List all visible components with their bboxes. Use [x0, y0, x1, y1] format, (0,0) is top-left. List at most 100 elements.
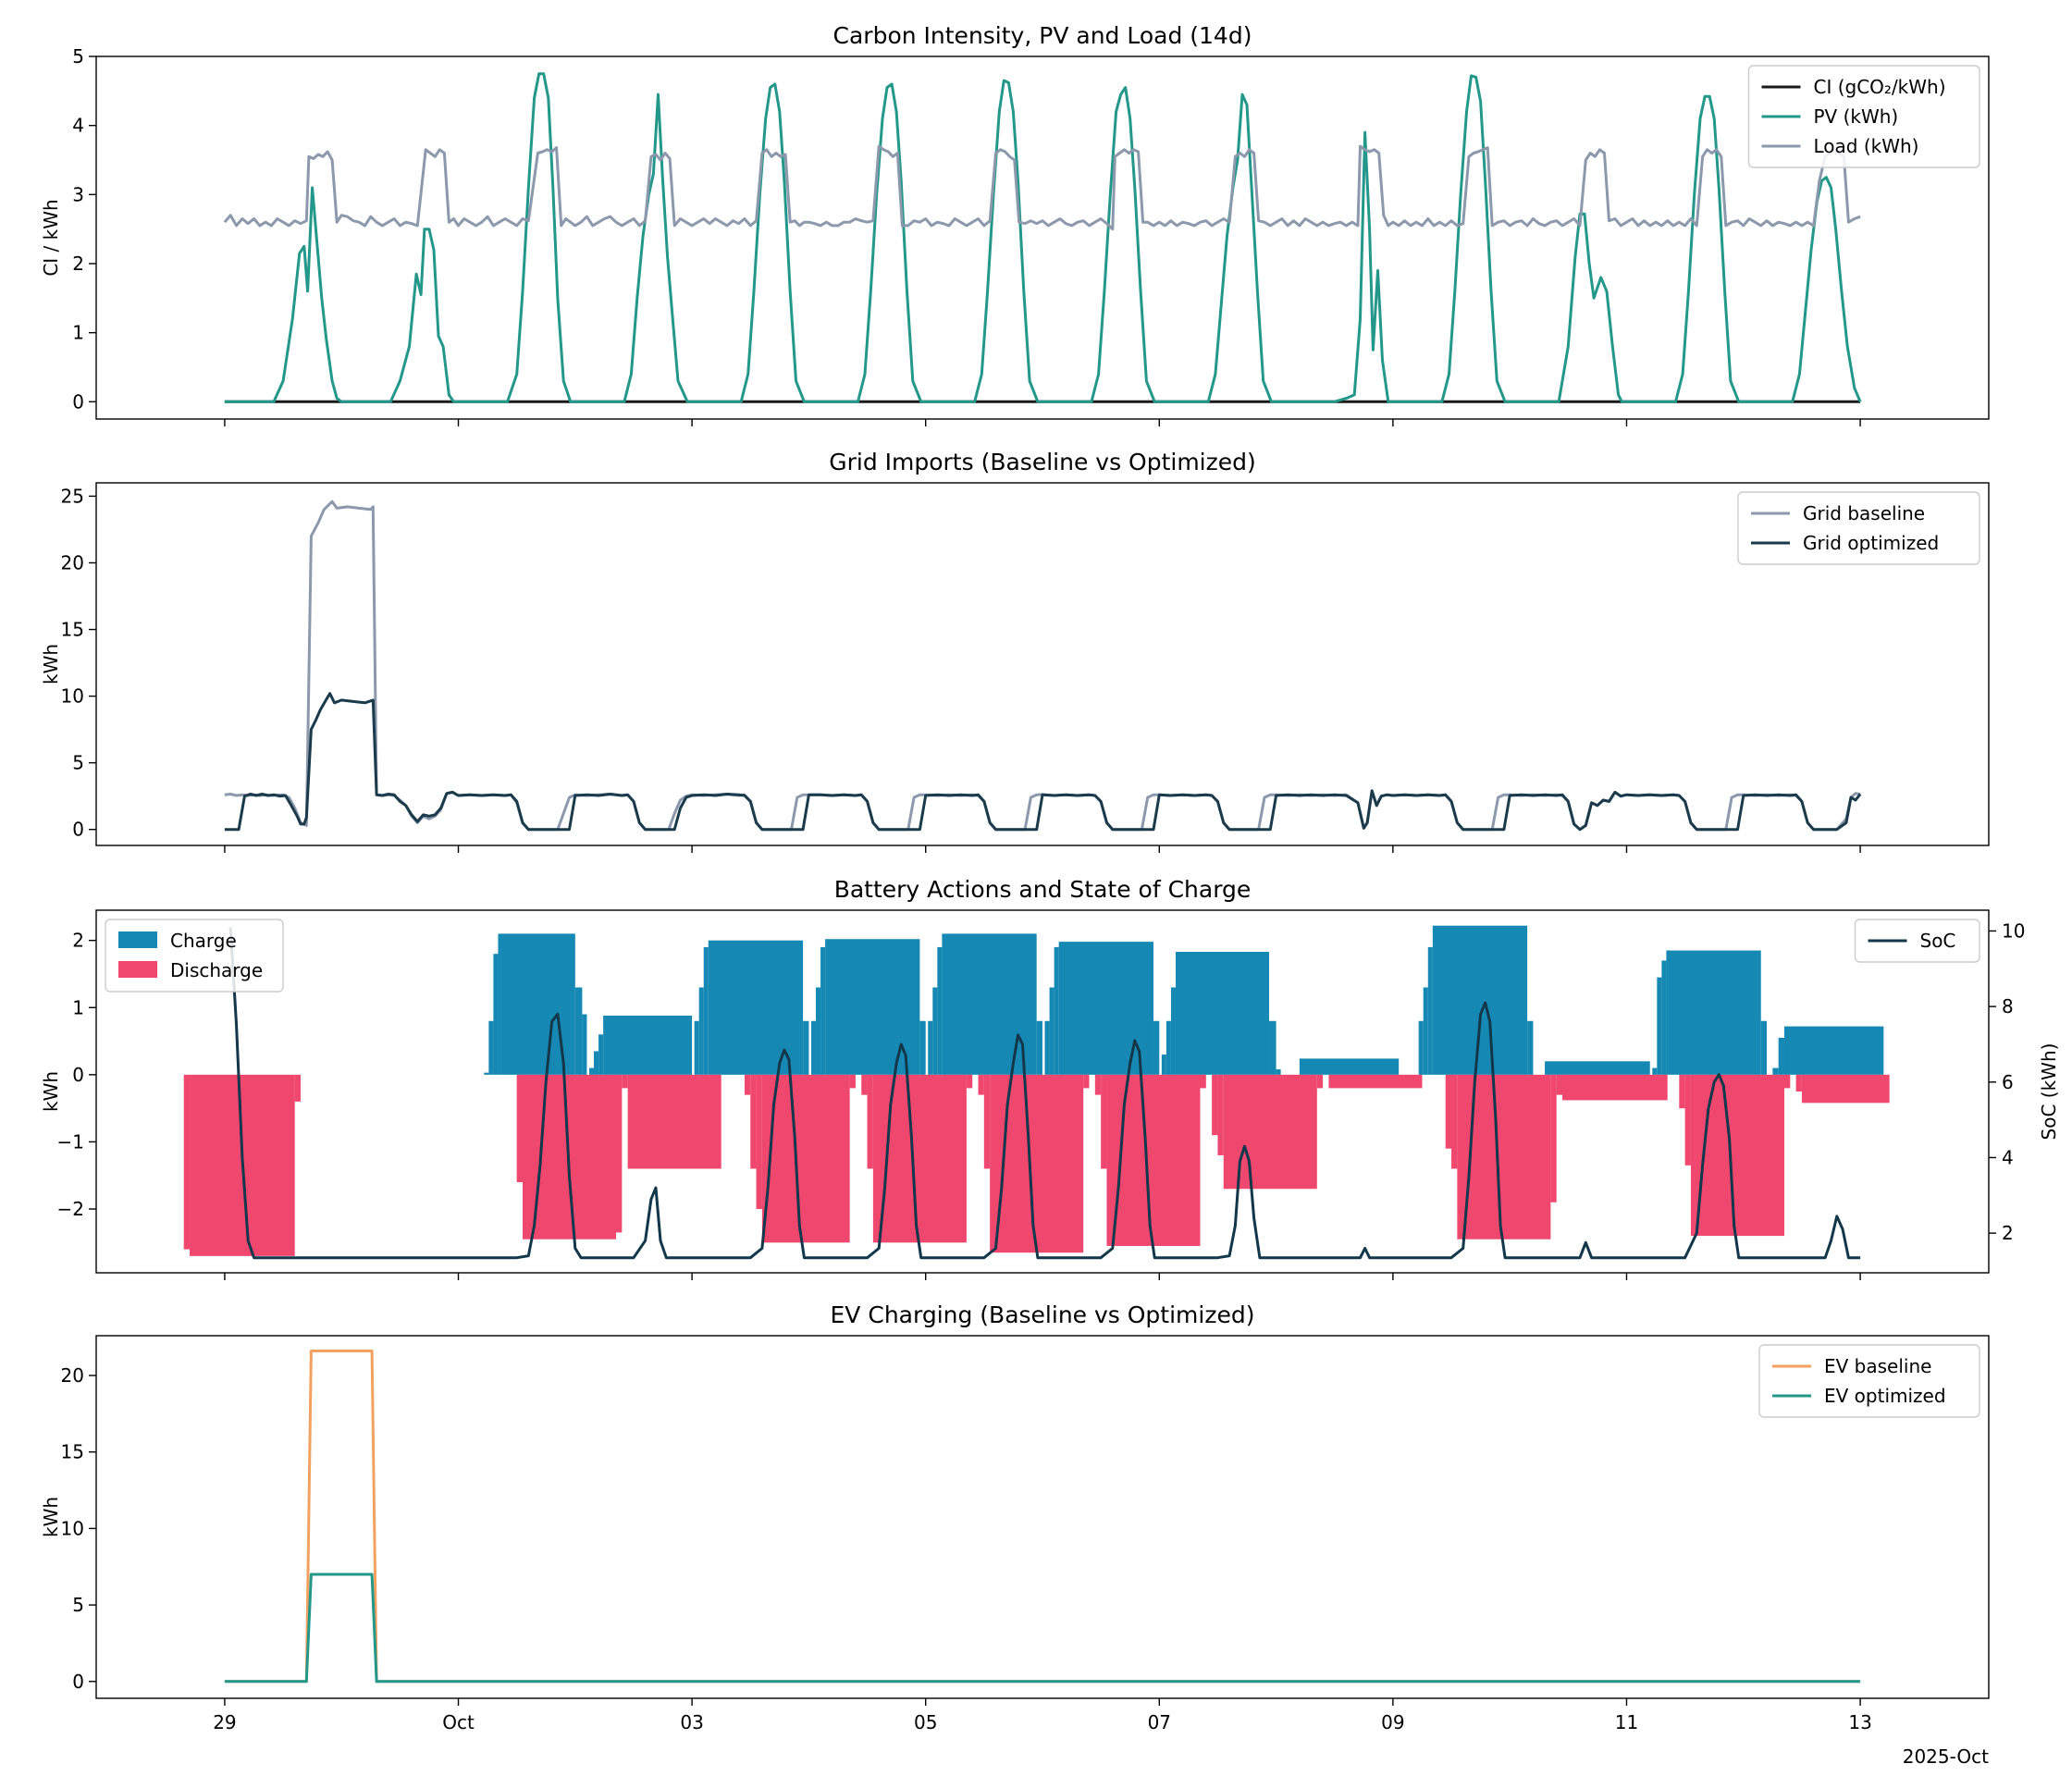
- y-axis-label: kWh: [40, 1497, 62, 1537]
- bar-charge: [1760, 1020, 1768, 1075]
- legend-box: [1747, 65, 1980, 168]
- y-axis-label: kWh: [40, 1071, 62, 1112]
- bar-charge: [1049, 987, 1054, 1075]
- series-soc: [228, 927, 1861, 1260]
- legend: SoC: [1854, 919, 1980, 963]
- bar-charge: [1058, 942, 1153, 1075]
- panel-grid-imports: Grid Imports (Baseline vs Optimized) 0 5 10…: [40, 449, 1990, 853]
- series-ev-baseline: [224, 1350, 1861, 1684]
- y-tick-label: 0: [72, 819, 84, 841]
- y-tick-label: 20: [61, 551, 84, 574]
- bar-charge: [588, 1067, 595, 1075]
- bar-charge: [598, 1034, 604, 1075]
- y-tick-label: 5: [72, 752, 84, 774]
- y-right-tick-label: 2: [2002, 1222, 2014, 1244]
- y-tick-label: 10: [61, 1517, 84, 1539]
- bar-discharge: [978, 1074, 984, 1095]
- line-ev-baseline: [224, 1350, 1861, 1684]
- y-tick-label: 5: [72, 1594, 84, 1616]
- bar-charge: [698, 987, 704, 1075]
- bar-discharge: [622, 1074, 628, 1089]
- bar-discharge: [183, 1074, 191, 1250]
- bar-discharge: [761, 1074, 850, 1243]
- y-tick-label: 0: [72, 390, 84, 413]
- bar-discharge: [1094, 1074, 1102, 1095]
- bar-discharge: [1690, 1074, 1784, 1237]
- bar-discharge: [1445, 1074, 1452, 1149]
- bar-discharge: [861, 1074, 868, 1095]
- legend-box: [1737, 491, 1980, 565]
- bar-charge: [1418, 1020, 1424, 1075]
- bar-discharge: [756, 1074, 762, 1210]
- bar-discharge: [616, 1074, 623, 1233]
- x-tick-label: 05: [914, 1711, 937, 1733]
- bar-discharge: [1556, 1074, 1563, 1095]
- bar-charge: [1153, 1020, 1160, 1075]
- series-grid-optimized: [224, 692, 1862, 832]
- line-soc: [228, 927, 1861, 1260]
- bar-charge: [942, 933, 1037, 1075]
- bar-charge: [937, 946, 943, 1075]
- y-right-axis-label: SoC (kWh): [2038, 1043, 2060, 1141]
- bar-charge: [484, 1072, 489, 1075]
- y-tick-label: 1: [72, 996, 84, 1018]
- plot-frame: [95, 1335, 1990, 1699]
- y-tick-label: 0: [72, 1671, 84, 1693]
- bar-discharge: [516, 1074, 523, 1182]
- bar-charge: [1772, 1067, 1779, 1075]
- legend-label-ci-gco-kwh: CI (gCO₂/kWh): [1814, 76, 1946, 98]
- plot-area: [183, 925, 1890, 1260]
- bar-charge: [919, 1020, 926, 1075]
- y-right-tick-label: 4: [2002, 1146, 2014, 1168]
- bar-charge: [1545, 1061, 1650, 1075]
- y-right-tick-label: 10: [2002, 919, 2025, 942]
- panel-carbon-pv-load: Carbon Intensity, PV and Load (14d) 0 1 2 3 4…: [40, 22, 1990, 426]
- legend-box: [1854, 919, 1980, 963]
- y-tick-label: 25: [61, 485, 84, 507]
- bar-charge: [1527, 1020, 1534, 1075]
- bar-discharge: [1212, 1074, 1218, 1136]
- bar-charge: [1783, 1026, 1884, 1075]
- legend-label-discharge: Discharge: [170, 959, 263, 981]
- legend: Grid baseline Grid optimized: [1737, 491, 1980, 565]
- y-tick-label: −1: [57, 1130, 84, 1153]
- panel-ev-charging: EV Charging (Baseline vs Optimized)05101…: [40, 1301, 1990, 1733]
- legend: EV baseline EV optimized: [1758, 1344, 1980, 1418]
- bar-discharge: [1684, 1074, 1691, 1166]
- bar-discharge: [990, 1074, 1084, 1253]
- chart-title: EV Charging (Baseline vs Optimized): [831, 1301, 1255, 1328]
- y-tick-label: −2: [57, 1198, 84, 1220]
- series-discharge: [183, 1074, 1890, 1256]
- legend-swatch-charge: [118, 931, 157, 948]
- y-tick-label: 20: [61, 1364, 84, 1387]
- plot-frame: [95, 909, 1990, 1274]
- bar-charge: [1161, 1054, 1166, 1075]
- bar-charge: [1054, 946, 1059, 1075]
- line-ev-optimized: [224, 1572, 1861, 1684]
- x-tick-label: 09: [1381, 1711, 1404, 1733]
- line-grid-baseline: [224, 500, 1861, 832]
- bar-discharge: [1101, 1074, 1107, 1169]
- legend-box: [1758, 1344, 1980, 1418]
- plot-frame: [95, 482, 1990, 846]
- bar-discharge: [1200, 1074, 1206, 1089]
- y-tick-label: 2: [72, 253, 84, 275]
- x-tick-label: 29: [213, 1711, 236, 1733]
- y-tick-label: 5: [72, 45, 84, 68]
- legend-label-soc: SoC: [1920, 930, 1956, 952]
- bar-charge: [488, 1020, 494, 1075]
- legend-label-ev-optimized: EV optimized: [1824, 1385, 1946, 1407]
- bar-charge: [932, 987, 938, 1075]
- bar-discharge: [1795, 1074, 1802, 1092]
- y-tick-label: 10: [61, 685, 84, 708]
- bar-discharge: [1106, 1074, 1201, 1246]
- date-offset-label: 2025-Oct: [1903, 1745, 1989, 1768]
- y-tick-label: 15: [61, 1441, 84, 1463]
- y-right-tick-label: 6: [2002, 1071, 2014, 1093]
- y-tick-label: 0: [72, 1064, 84, 1086]
- legend-label-ev-baseline: EV baseline: [1824, 1355, 1931, 1377]
- bar-discharge: [1550, 1074, 1557, 1202]
- bar-discharge: [849, 1074, 856, 1089]
- bar-discharge: [1328, 1074, 1423, 1089]
